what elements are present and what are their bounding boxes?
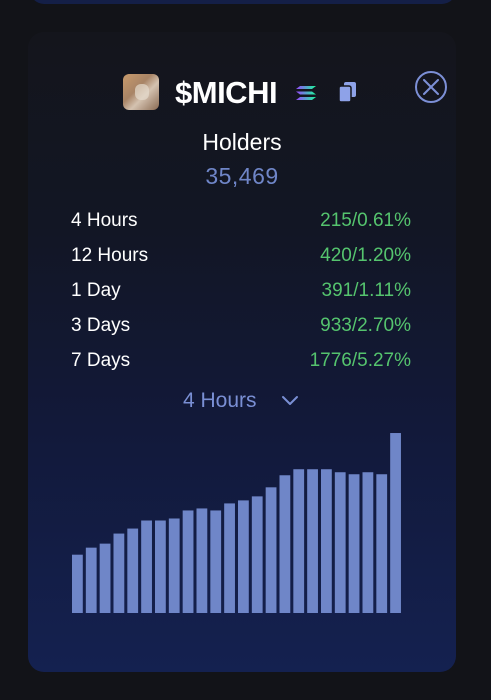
chart-bar bbox=[113, 533, 125, 613]
stat-label: 1 Day bbox=[71, 280, 121, 301]
chart-bar bbox=[362, 472, 374, 613]
stat-value: 420/1.20% bbox=[320, 245, 411, 266]
stat-row-3-days: 3 Days 933/2.70% bbox=[71, 313, 411, 348]
token-avatar bbox=[123, 74, 159, 110]
stat-value: 391/1.11% bbox=[321, 280, 411, 301]
stat-label: 3 Days bbox=[71, 315, 131, 336]
holder-stats-list: 4 Hours 215/0.61% 12 Hours 420/1.20% 1 D… bbox=[71, 208, 411, 383]
stat-label: 7 Days bbox=[71, 350, 131, 371]
chart-bar bbox=[390, 433, 401, 613]
chart-bar bbox=[238, 500, 249, 613]
chart-bar bbox=[155, 520, 166, 613]
stat-value: 1776/5.27% bbox=[309, 350, 411, 371]
period-dropdown-label: 4 Hours bbox=[183, 389, 257, 412]
chart-bar bbox=[127, 528, 139, 613]
chart-bar bbox=[279, 475, 291, 613]
stat-row-4-hours: 4 Hours 215/0.61% bbox=[71, 208, 411, 243]
chart-bar bbox=[334, 472, 346, 613]
chart-bar bbox=[168, 518, 180, 613]
close-icon bbox=[423, 79, 439, 95]
stat-value: 933/2.70% bbox=[320, 315, 411, 336]
period-dropdown[interactable]: 4 Hours bbox=[183, 389, 303, 417]
chart-bar bbox=[321, 469, 332, 613]
copy-icon[interactable] bbox=[339, 82, 356, 102]
chart-bar bbox=[376, 474, 388, 613]
holders-card: $MICHI Holders 35,469 4 Hours 2 bbox=[28, 32, 456, 672]
chart-bar bbox=[293, 469, 305, 613]
chart-bar bbox=[72, 554, 83, 613]
stat-value: 215/0.61% bbox=[320, 210, 411, 231]
chart-bar bbox=[141, 520, 152, 613]
stat-label: 4 Hours bbox=[71, 210, 138, 231]
chart-bar bbox=[348, 474, 360, 613]
close-button[interactable] bbox=[415, 71, 447, 103]
chart-bar bbox=[196, 508, 208, 613]
chevron-down-icon bbox=[282, 396, 298, 405]
solana-icon bbox=[296, 86, 316, 100]
chart-bar bbox=[210, 510, 222, 613]
chart-bar bbox=[224, 503, 235, 613]
chart-bar bbox=[251, 496, 263, 613]
chart-bar bbox=[265, 487, 277, 613]
chart-bar bbox=[85, 547, 97, 613]
token-header: $MICHI bbox=[28, 74, 456, 110]
top-panel bbox=[30, 0, 456, 4]
chart-bar bbox=[182, 510, 194, 613]
holders-count: 35,469 bbox=[205, 163, 279, 189]
holders-bar-chart bbox=[72, 433, 401, 613]
stat-label: 12 Hours bbox=[71, 245, 149, 266]
chart-bar bbox=[99, 543, 111, 613]
holders-label: Holders bbox=[202, 129, 282, 155]
stat-row-7-days: 7 Days 1776/5.27% bbox=[71, 348, 411, 383]
stat-row-1-day: 1 Day 391/1.11% bbox=[71, 278, 411, 313]
chart-bar bbox=[307, 469, 318, 613]
stat-row-12-hours: 12 Hours 420/1.20% bbox=[71, 243, 411, 278]
token-name: $MICHI bbox=[175, 75, 278, 110]
